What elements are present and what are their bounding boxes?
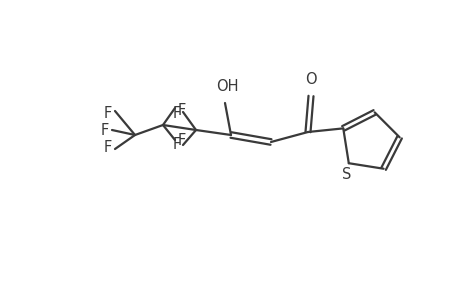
Text: S: S: [341, 167, 351, 182]
Text: F: F: [104, 140, 112, 154]
Text: F: F: [104, 106, 112, 121]
Text: F: F: [178, 103, 186, 118]
Text: F: F: [173, 106, 180, 121]
Text: F: F: [173, 136, 180, 152]
Text: OH: OH: [215, 79, 238, 94]
Text: O: O: [304, 72, 316, 87]
Text: F: F: [178, 133, 186, 148]
Text: F: F: [101, 122, 109, 137]
